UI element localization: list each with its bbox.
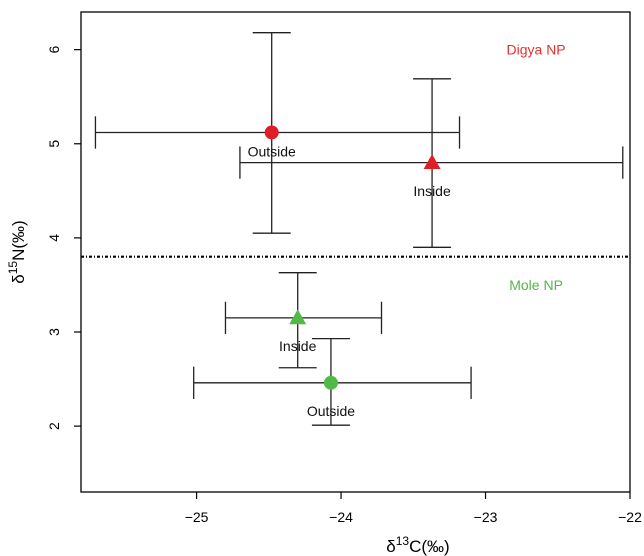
x-tick-label: −24 bbox=[329, 509, 353, 525]
data-point-circle bbox=[264, 125, 279, 140]
group-label: Digya NP bbox=[507, 42, 566, 58]
point-label: Outside bbox=[248, 143, 296, 159]
x-tick-label: −22 bbox=[618, 509, 642, 525]
point-label: Inside bbox=[279, 338, 317, 354]
x-tick-label: −25 bbox=[185, 509, 209, 525]
x-tick-label: −23 bbox=[474, 509, 498, 525]
point-label: Inside bbox=[413, 183, 451, 199]
y-axis-label: δ15N(‰) bbox=[6, 220, 28, 283]
point-label: Outside bbox=[307, 403, 355, 419]
x-axis-label: δ13C(‰) bbox=[386, 534, 449, 556]
data-point-circle bbox=[323, 375, 338, 390]
y-tick-label: 3 bbox=[46, 328, 62, 336]
plot-box bbox=[80, 11, 631, 493]
y-tick-label: 2 bbox=[46, 422, 62, 430]
y-tick-label: 4 bbox=[46, 234, 62, 242]
data-point-triangle bbox=[423, 154, 441, 169]
group-label: Mole NP bbox=[509, 277, 563, 293]
y-tick-label: 5 bbox=[46, 140, 62, 148]
y-tick-label: 6 bbox=[46, 46, 62, 54]
data-point-triangle bbox=[289, 309, 307, 325]
